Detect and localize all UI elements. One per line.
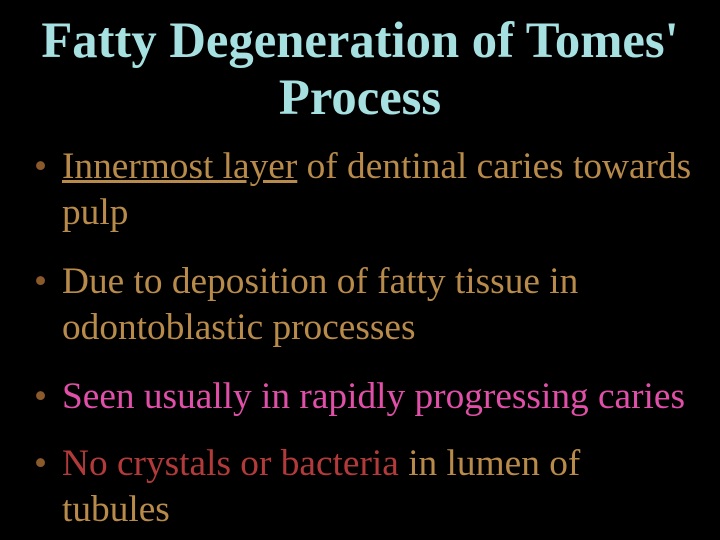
bullet-item: Seen usually in rapidly progressing cari… [28, 374, 692, 421]
title-line-2: Process [279, 69, 441, 125]
title-line-1: Fatty Degeneration of Tomes' [41, 12, 678, 68]
bullet-item: Innermost layer of dentinal caries towar… [28, 144, 692, 237]
bullet-text: Seen usually in rapidly progressing cari… [62, 376, 685, 417]
bullet-list: Innermost layer of dentinal caries towar… [28, 144, 692, 540]
bullet-text: No crystals or bacteria [62, 443, 399, 484]
bullet-text: Due to deposition of fatty tissue in odo… [62, 261, 588, 349]
slide: Fatty Degeneration of Tomes' Process Inn… [0, 0, 720, 540]
slide-title: Fatty Degeneration of Tomes' Process [28, 12, 692, 126]
bullet-item: Due to deposition of fatty tissue in odo… [28, 259, 692, 352]
bullet-text: Innermost layer [62, 146, 297, 187]
bullet-item: No crystals or bacteria in lumen of tubu… [28, 441, 692, 534]
